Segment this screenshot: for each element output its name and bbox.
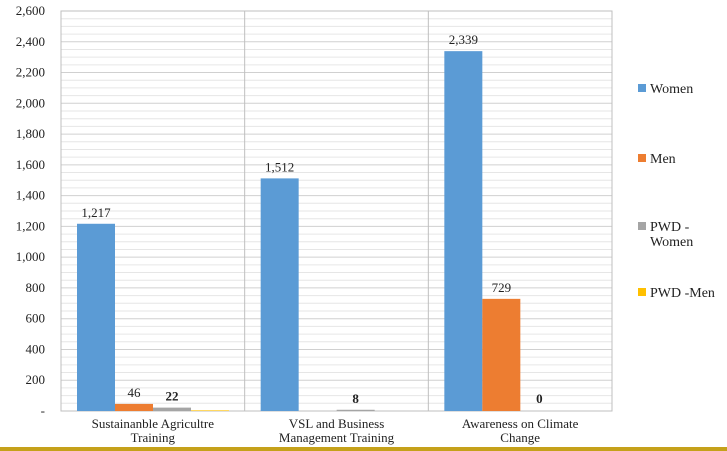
bar-pwd-women <box>336 409 375 411</box>
legend-swatch <box>638 84 646 92</box>
y-tick-label: 1,400 <box>16 188 45 203</box>
x-axis: Sustainanble Agricultre Training VSL and B… <box>92 416 579 445</box>
y-tick-label: 400 <box>26 341 46 356</box>
y-tick-label: 1,800 <box>16 126 45 141</box>
bar-pwd-women <box>153 407 191 411</box>
y-tick-label: 2,200 <box>16 65 45 80</box>
data-label: 2,339 <box>449 32 478 47</box>
bottom-accent-bar <box>0 447 727 451</box>
y-tick-label: 2,600 <box>16 3 45 18</box>
data-label: 1,512 <box>265 159 294 174</box>
data-label: 0 <box>536 391 543 406</box>
legend-label: PWD -Women <box>650 220 693 250</box>
y-tick-label: 1,600 <box>16 157 45 172</box>
data-label: 1,217 <box>81 205 111 220</box>
y-tick-label: - <box>41 403 45 418</box>
legend: Women Men PWD -Women PWD -Men <box>638 82 715 301</box>
category-label: Sustainanble Agricultre Training <box>92 416 215 445</box>
bars <box>77 51 521 412</box>
y-tick-label: 2,400 <box>16 34 45 49</box>
legend-label: Women <box>650 82 693 97</box>
y-tick-label: 1,200 <box>16 218 45 233</box>
gridlines <box>60 10 613 412</box>
bar-men <box>115 403 153 411</box>
legend-swatch <box>638 288 646 296</box>
data-label: 22 <box>166 389 179 404</box>
legend-swatch <box>638 154 646 162</box>
data-label: 46 <box>128 385 142 400</box>
y-tick-label: 200 <box>26 372 46 387</box>
category-label: Awareness on Climate Change <box>462 416 579 445</box>
data-label: 729 <box>492 280 512 295</box>
legend-label: PWD -Men <box>650 286 715 301</box>
legend-label: Men <box>650 152 676 167</box>
bar-pwd-men <box>191 410 229 411</box>
y-tick-label: 1,000 <box>16 249 45 264</box>
category-label: VSL and Business Management Training <box>279 416 395 445</box>
plot-area <box>60 10 613 412</box>
legend-swatch <box>638 222 646 230</box>
bar-men <box>482 298 521 411</box>
bar-women <box>260 178 299 411</box>
data-label: 8 <box>352 391 359 406</box>
y-axis: - 200 400 600 800 1,000 1,200 1,400 1,600 1,800 2,… <box>16 3 45 418</box>
y-tick-label: 2,000 <box>16 95 45 110</box>
y-tick-label: 800 <box>26 280 46 295</box>
bar-women <box>444 51 483 412</box>
y-tick-label: 600 <box>26 311 46 326</box>
data-labels: 1,217 46 22 1,512 8 2,339 729 0 <box>81 32 542 406</box>
bar-women <box>77 223 115 411</box>
